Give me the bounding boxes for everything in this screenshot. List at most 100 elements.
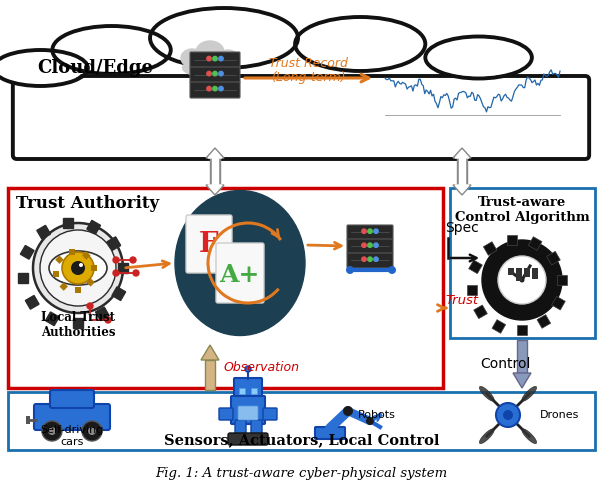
Bar	[205, 360, 215, 390]
Text: Drones: Drones	[540, 410, 579, 420]
Ellipse shape	[182, 59, 238, 77]
Bar	[239, 388, 245, 394]
FancyBboxPatch shape	[190, 67, 240, 83]
Bar	[107, 237, 120, 250]
Bar	[73, 318, 83, 328]
Circle shape	[496, 403, 520, 427]
FancyBboxPatch shape	[234, 378, 262, 400]
Circle shape	[207, 87, 211, 91]
Bar	[18, 273, 28, 283]
Circle shape	[105, 317, 111, 323]
Ellipse shape	[175, 191, 305, 335]
Circle shape	[503, 410, 513, 420]
Bar	[91, 265, 97, 271]
Bar	[467, 285, 477, 295]
Bar	[557, 275, 567, 285]
Text: Trust-aware
Control Algorithm: Trust-aware Control Algorithm	[455, 196, 590, 224]
Bar	[46, 312, 59, 326]
Circle shape	[33, 223, 123, 313]
FancyBboxPatch shape	[231, 396, 265, 424]
Circle shape	[366, 417, 374, 425]
FancyBboxPatch shape	[235, 420, 246, 439]
Bar	[251, 388, 257, 394]
Ellipse shape	[522, 386, 536, 401]
FancyBboxPatch shape	[228, 433, 268, 445]
Bar	[532, 268, 538, 279]
Bar	[507, 235, 517, 245]
Polygon shape	[208, 150, 222, 158]
Circle shape	[48, 427, 56, 435]
Polygon shape	[459, 158, 465, 185]
Polygon shape	[206, 185, 224, 195]
Bar	[82, 251, 90, 260]
FancyBboxPatch shape	[347, 239, 393, 254]
Bar	[25, 295, 39, 309]
Circle shape	[388, 266, 396, 274]
Circle shape	[40, 230, 116, 306]
Ellipse shape	[426, 36, 532, 79]
FancyBboxPatch shape	[315, 427, 345, 439]
Ellipse shape	[0, 52, 83, 84]
Circle shape	[482, 240, 562, 320]
Circle shape	[82, 421, 102, 441]
Text: Local Trust
Authorities: Local Trust Authorities	[41, 311, 115, 339]
Ellipse shape	[150, 8, 298, 68]
Text: (Long-term): (Long-term)	[271, 71, 346, 85]
FancyBboxPatch shape	[263, 408, 277, 420]
Polygon shape	[210, 158, 220, 185]
Bar	[26, 416, 30, 424]
Bar	[60, 282, 68, 291]
Ellipse shape	[58, 28, 165, 71]
Polygon shape	[208, 185, 222, 193]
Bar	[508, 268, 514, 275]
Polygon shape	[457, 158, 467, 185]
Text: Trust Record: Trust Record	[268, 57, 347, 70]
Circle shape	[213, 56, 217, 61]
Circle shape	[368, 229, 372, 233]
Circle shape	[130, 257, 136, 263]
Ellipse shape	[479, 429, 494, 444]
Bar	[483, 242, 497, 255]
Circle shape	[79, 263, 83, 267]
Bar	[69, 249, 75, 255]
Polygon shape	[513, 373, 531, 388]
Text: Observation: Observation	[224, 361, 300, 374]
Ellipse shape	[0, 50, 88, 86]
FancyBboxPatch shape	[34, 404, 110, 430]
Ellipse shape	[52, 26, 171, 74]
Polygon shape	[212, 158, 218, 185]
FancyBboxPatch shape	[8, 392, 595, 450]
Text: A+: A+	[219, 263, 259, 287]
Bar	[63, 218, 73, 228]
Bar	[492, 320, 506, 333]
Circle shape	[113, 270, 119, 276]
Ellipse shape	[49, 251, 107, 285]
Circle shape	[219, 56, 223, 61]
Circle shape	[42, 421, 62, 441]
Circle shape	[520, 278, 524, 282]
Polygon shape	[453, 148, 471, 158]
FancyBboxPatch shape	[190, 52, 240, 68]
FancyBboxPatch shape	[251, 420, 262, 439]
Circle shape	[213, 87, 217, 91]
Ellipse shape	[522, 429, 536, 444]
Circle shape	[368, 243, 372, 247]
Polygon shape	[455, 150, 469, 158]
Text: Sensors, Actuators, Local Control: Sensors, Actuators, Local Control	[164, 433, 439, 447]
Bar	[524, 268, 530, 277]
Ellipse shape	[218, 50, 238, 66]
Bar	[469, 260, 482, 274]
Text: Fig. 1: A trust-aware cyber-physical system: Fig. 1: A trust-aware cyber-physical sys…	[155, 467, 447, 480]
Ellipse shape	[295, 17, 426, 71]
Text: Trust: Trust	[445, 294, 478, 307]
Bar	[20, 245, 34, 259]
Bar	[529, 237, 542, 250]
Ellipse shape	[196, 41, 224, 63]
Bar	[112, 287, 126, 300]
Bar	[37, 226, 51, 239]
Text: F: F	[199, 231, 219, 259]
Bar	[547, 251, 560, 265]
Circle shape	[71, 261, 85, 275]
Circle shape	[362, 243, 366, 247]
FancyBboxPatch shape	[216, 243, 264, 303]
